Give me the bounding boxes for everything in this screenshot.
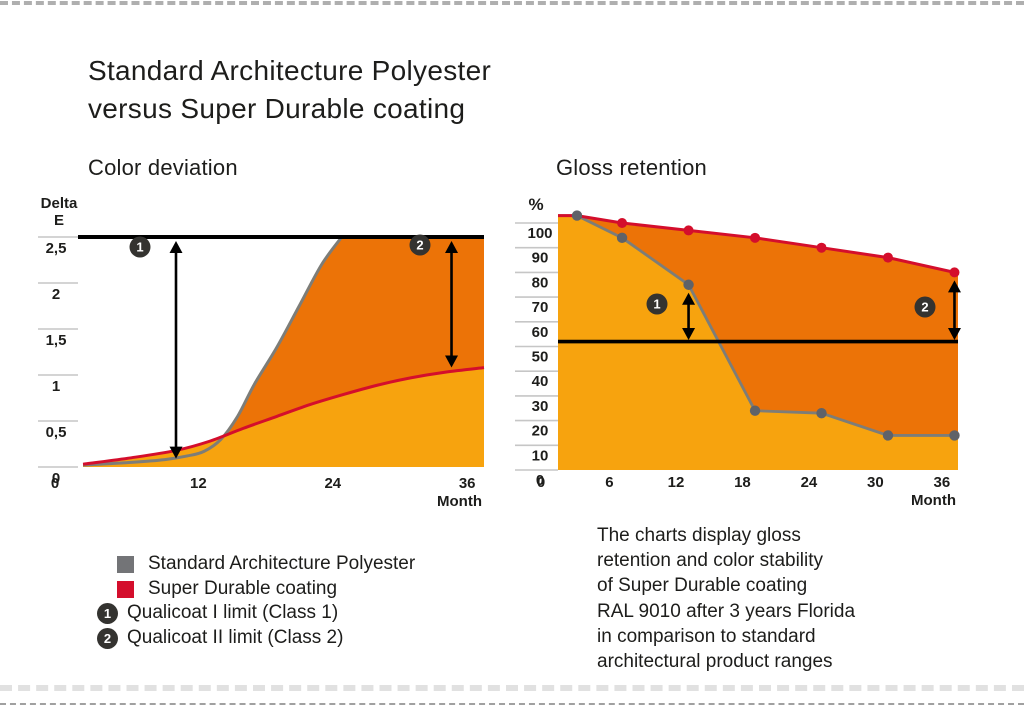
arrowhead-up-icon <box>169 241 183 253</box>
legend-item-standard-polyester: Standard Architecture Polyester <box>117 553 415 575</box>
y-tick-label: 30 <box>532 398 549 415</box>
y-tick-label: 90 <box>532 250 549 267</box>
gloss-retention-title: Gloss retention <box>556 155 707 180</box>
legend-item-qualicoat-2: 2 Qualicoat II limit (Class 2) <box>97 627 343 649</box>
gray-data-point <box>749 405 761 416</box>
y-tick-label: 1,5 <box>46 332 67 349</box>
top-trim-dashes <box>0 1 1024 5</box>
arrowhead-down-icon <box>169 446 183 459</box>
bottom-trim-dashes-faint <box>0 685 1024 691</box>
y-axis-label: Delta <box>41 195 78 212</box>
arrowhead-up-icon <box>445 241 459 253</box>
y-tick-label: 50 <box>532 349 549 366</box>
y-tick-label: 2,5 <box>46 240 67 257</box>
svg-text:1: 1 <box>136 240 143 255</box>
gray-data-point <box>882 430 894 441</box>
y-tick-label: 100 <box>527 225 552 242</box>
legend-item-qualicoat-1: 1 Qualicoat I limit (Class 1) <box>97 602 338 624</box>
x-axis-label: Month <box>911 492 956 509</box>
x-tick-label: 24 <box>801 474 818 491</box>
x-tick-label: 30 <box>867 474 884 491</box>
svg-text:1: 1 <box>653 297 660 312</box>
area-under-gray-curve <box>558 215 958 470</box>
color-deviation-title: Color deviation <box>88 155 238 180</box>
caption-text: The charts display gloss retention and c… <box>597 525 856 673</box>
badge-1-icon: 1 <box>97 602 118 624</box>
x-tick-label: 24 <box>324 475 341 492</box>
legend-label: Standard Architecture Polyester <box>148 553 416 574</box>
red-data-point <box>617 218 628 228</box>
y-axis-label: E <box>54 212 64 229</box>
x-tick-label: 12 <box>668 474 685 491</box>
chart-badge-1: 1 <box>646 293 668 315</box>
gray-data-point <box>571 210 583 221</box>
chart-badge-2: 2 <box>409 234 431 256</box>
y-tick-label: 10 <box>532 447 549 464</box>
arrowhead-up-icon <box>682 292 696 305</box>
y-tick-label: 2 <box>52 286 60 303</box>
badge-2-icon: 2 <box>97 627 118 649</box>
svg-text:2: 2 <box>921 300 928 315</box>
series-standard-polyester-line <box>82 236 343 467</box>
y-tick-label: 20 <box>532 423 549 440</box>
x-tick-label: 0 <box>537 474 545 491</box>
y-tick-label: 60 <box>532 324 549 341</box>
x-axis-label: Month <box>437 493 482 510</box>
limit-arrow-2 <box>947 280 961 341</box>
gray-data-point <box>816 407 827 419</box>
limit-arrow-2 <box>445 241 459 368</box>
bottom-trim-dashes <box>0 703 1024 705</box>
gray-data-point <box>949 430 960 441</box>
chart-badge-2: 2 <box>914 296 936 318</box>
gray-data-point <box>683 279 694 290</box>
y-tick-label: 0,5 <box>46 424 67 441</box>
y-tick-label: 0 <box>52 470 60 487</box>
red-data-point <box>750 232 761 243</box>
red-data-point <box>816 242 827 253</box>
area-under-red-curve <box>83 367 484 467</box>
x-tick-label: 6 <box>605 474 613 491</box>
y-axis-label: % <box>528 195 543 214</box>
page-title: Standard Architecture Polyester versus S… <box>88 54 492 124</box>
x-tick-label: 18 <box>734 474 751 491</box>
y-tick-label: 0 <box>536 472 544 489</box>
x-tick-label: 36 <box>459 475 476 492</box>
red-square-swatch <box>117 580 134 598</box>
limit-arrow-1 <box>169 241 183 459</box>
y-tick-label: 70 <box>532 299 549 316</box>
legend-label: Super Durable coating <box>148 578 338 599</box>
red-data-point <box>683 225 694 236</box>
x-tick-label: 12 <box>190 475 207 492</box>
gray-data-point <box>616 232 628 244</box>
legend-label: Qualicoat I limit (Class 1) <box>127 602 339 623</box>
chart-badge-1: 1 <box>129 236 151 258</box>
red-data-point <box>883 252 893 263</box>
red-data-point <box>949 267 960 278</box>
limit-arrow-1 <box>682 292 696 341</box>
x-tick-label: 36 <box>934 474 951 491</box>
arrowhead-down-icon <box>445 355 459 368</box>
gray-square-swatch <box>117 555 134 573</box>
y-tick-label: 40 <box>532 373 549 390</box>
svg-text:2: 2 <box>416 238 423 253</box>
x-tick-label: 0 <box>51 475 59 492</box>
legend-label: Qualicoat II limit (Class 2) <box>127 627 344 648</box>
legend-item-super-durable: Super Durable coating <box>117 578 337 600</box>
arrowhead-down-icon <box>947 328 961 341</box>
y-tick-label: 1 <box>52 378 60 395</box>
arrowhead-down-icon <box>682 328 696 341</box>
arrowhead-up-icon <box>947 280 961 293</box>
y-tick-label: 80 <box>532 274 549 291</box>
